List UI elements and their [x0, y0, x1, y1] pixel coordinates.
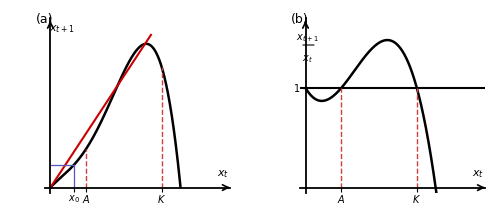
- Text: $x_t$: $x_t$: [217, 169, 229, 180]
- Text: $x_{t+1}$: $x_{t+1}$: [296, 32, 319, 44]
- Text: (b): (b): [291, 13, 308, 26]
- Text: $x_t$: $x_t$: [302, 53, 313, 65]
- Text: (a): (a): [36, 13, 54, 26]
- Text: $x_t$: $x_t$: [472, 169, 484, 180]
- Text: $x_{t+1}$: $x_{t+1}$: [48, 23, 74, 35]
